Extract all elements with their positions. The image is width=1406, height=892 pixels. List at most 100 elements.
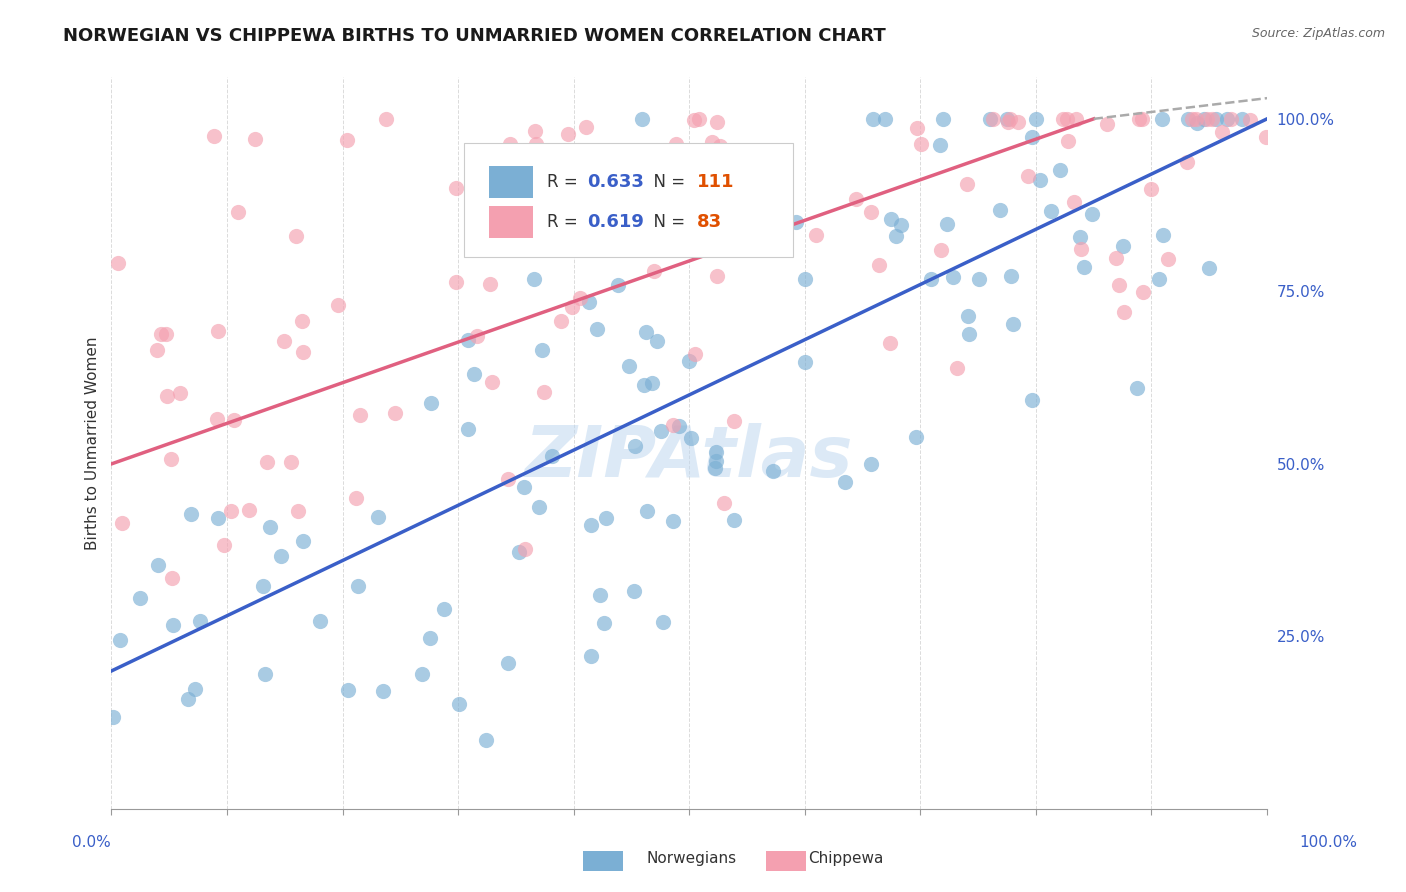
- Point: [1130, 112, 1153, 126]
- Point: [645, 334, 668, 348]
- Point: [997, 115, 1019, 129]
- Point: [478, 277, 501, 292]
- Point: [1184, 112, 1206, 126]
- Point: [652, 615, 675, 629]
- Point: [540, 449, 562, 463]
- Point: [1105, 252, 1128, 266]
- Point: [1112, 238, 1135, 252]
- Point: [723, 513, 745, 527]
- Point: [1052, 112, 1074, 126]
- Point: [561, 300, 583, 314]
- Point: [101, 710, 124, 724]
- Point: [108, 632, 131, 647]
- Point: [259, 519, 281, 533]
- Point: [375, 112, 398, 126]
- Text: 100.0%: 100.0%: [1299, 836, 1358, 850]
- Point: [344, 491, 367, 505]
- Point: [706, 182, 728, 196]
- Point: [623, 584, 645, 599]
- Point: [252, 579, 274, 593]
- Point: [465, 329, 488, 343]
- Point: [1001, 317, 1024, 331]
- Point: [238, 503, 260, 517]
- Point: [309, 614, 332, 628]
- Point: [905, 120, 928, 135]
- Point: [214, 538, 236, 552]
- Point: [176, 691, 198, 706]
- Text: R =: R =: [547, 212, 583, 231]
- Point: [183, 681, 205, 696]
- Point: [287, 503, 309, 517]
- Point: [662, 225, 685, 239]
- Point: [155, 327, 177, 342]
- Point: [256, 455, 278, 469]
- Point: [1128, 112, 1150, 126]
- Point: [1198, 261, 1220, 276]
- Point: [706, 268, 728, 283]
- Point: [524, 136, 547, 151]
- Text: N =: N =: [643, 173, 690, 191]
- Point: [1063, 194, 1085, 209]
- Point: [1205, 112, 1227, 126]
- Point: [523, 272, 546, 286]
- Point: [291, 314, 314, 328]
- Point: [475, 733, 498, 747]
- Point: [188, 614, 211, 628]
- Point: [463, 368, 485, 382]
- Point: [636, 504, 658, 518]
- Point: [180, 508, 202, 522]
- Point: [508, 545, 530, 559]
- Point: [515, 541, 537, 556]
- Point: [270, 549, 292, 564]
- Point: [162, 571, 184, 585]
- Point: [575, 120, 598, 135]
- Point: [150, 326, 173, 341]
- Point: [929, 243, 952, 257]
- Point: [704, 460, 727, 475]
- Point: [1069, 230, 1091, 244]
- Text: Chippewa: Chippewa: [808, 851, 884, 865]
- Point: [457, 334, 479, 348]
- Point: [880, 212, 903, 227]
- Point: [679, 431, 702, 445]
- Point: [243, 132, 266, 146]
- Point: [683, 112, 706, 127]
- Text: 0.633: 0.633: [588, 173, 644, 191]
- Point: [517, 153, 540, 167]
- Point: [499, 137, 522, 152]
- Point: [785, 215, 807, 229]
- Point: [762, 464, 785, 478]
- Point: [1177, 112, 1199, 126]
- Point: [280, 455, 302, 469]
- Point: [205, 412, 228, 426]
- Point: [734, 193, 756, 207]
- Point: [579, 649, 602, 664]
- FancyBboxPatch shape: [489, 166, 533, 198]
- Point: [1114, 305, 1136, 319]
- Point: [1201, 112, 1223, 126]
- Point: [631, 112, 654, 126]
- Point: [228, 204, 250, 219]
- Point: [1039, 204, 1062, 219]
- Point: [1239, 112, 1261, 127]
- Point: [568, 291, 591, 305]
- Text: 83: 83: [697, 212, 723, 231]
- Point: [593, 616, 616, 631]
- Point: [704, 454, 727, 468]
- Point: [347, 579, 370, 593]
- Point: [633, 377, 655, 392]
- Point: [145, 343, 167, 357]
- Point: [285, 228, 308, 243]
- Point: [713, 496, 735, 510]
- Point: [420, 396, 443, 410]
- Text: NORWEGIAN VS CHIPPEWA BIRTHS TO UNMARRIED WOMEN CORRELATION CHART: NORWEGIAN VS CHIPPEWA BIRTHS TO UNMARRIE…: [63, 27, 886, 45]
- Point: [834, 475, 856, 489]
- Point: [1132, 285, 1154, 300]
- Point: [1029, 173, 1052, 187]
- Point: [890, 218, 912, 232]
- Text: Source: ZipAtlas.com: Source: ZipAtlas.com: [1251, 27, 1385, 40]
- Point: [662, 514, 685, 528]
- Point: [688, 112, 710, 126]
- Point: [862, 112, 884, 126]
- Point: [586, 322, 609, 336]
